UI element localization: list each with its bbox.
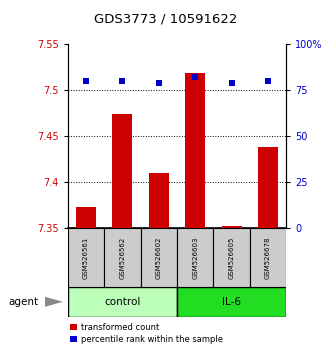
Polygon shape [45, 297, 63, 307]
Text: GDS3773 / 10591622: GDS3773 / 10591622 [94, 13, 237, 26]
Point [156, 80, 162, 86]
Text: GSM526603: GSM526603 [192, 236, 198, 279]
Bar [68, 287, 177, 317]
Bar [104, 228, 141, 287]
Bar [141, 228, 177, 287]
Text: GSM526602: GSM526602 [156, 236, 162, 279]
Text: GSM526605: GSM526605 [229, 236, 235, 279]
Bar [76, 207, 96, 228]
Bar [113, 114, 132, 228]
Bar [222, 227, 242, 228]
Text: GSM526678: GSM526678 [265, 236, 271, 279]
Bar [149, 173, 169, 228]
Point [193, 75, 198, 80]
Bar [213, 228, 250, 287]
Text: agent: agent [8, 297, 38, 307]
Legend: transformed count, percentile rank within the sample: transformed count, percentile rank withi… [69, 321, 225, 346]
Point [120, 78, 125, 84]
Bar [250, 228, 286, 287]
Text: control: control [104, 297, 141, 307]
Text: GSM526562: GSM526562 [119, 236, 125, 279]
Point [229, 80, 234, 86]
Text: GSM526561: GSM526561 [83, 236, 89, 279]
Bar [258, 147, 278, 228]
Point [83, 78, 89, 84]
Bar [185, 73, 205, 228]
Point [265, 78, 271, 84]
Bar [68, 228, 104, 287]
Bar [177, 287, 286, 317]
Bar [177, 228, 213, 287]
Text: IL-6: IL-6 [222, 297, 241, 307]
